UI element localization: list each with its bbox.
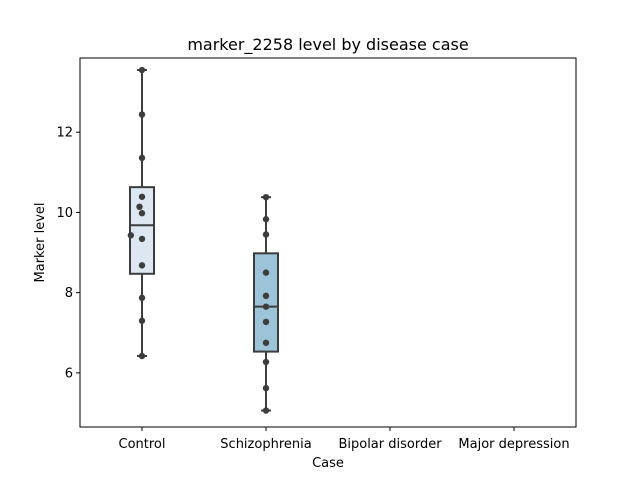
- x-tick-label: Schizophrenia: [220, 437, 311, 452]
- data-point: [138, 294, 146, 302]
- data-point: [262, 216, 270, 223]
- y-axis-label: Marker level: [33, 203, 48, 283]
- data-point: [138, 262, 146, 269]
- y-tick-label: 8: [65, 286, 73, 301]
- data-point: [138, 154, 146, 162]
- data-point: [262, 231, 270, 238]
- data-point: [127, 232, 135, 239]
- data-point: [262, 318, 270, 326]
- data-point: [138, 317, 146, 324]
- box-iqr: [129, 186, 155, 275]
- plot-frame: [79, 57, 577, 428]
- data-point: [262, 269, 270, 276]
- data-point: [262, 339, 270, 346]
- plot-area: [127, 66, 279, 414]
- data-point: [262, 292, 270, 300]
- y-tick-label: 12: [56, 126, 73, 141]
- data-point: [262, 384, 270, 392]
- data-point: [138, 111, 146, 118]
- data-point: [262, 407, 270, 414]
- box-iqr: [253, 252, 279, 353]
- data-point: [262, 358, 270, 366]
- data-point: [262, 303, 270, 310]
- data-point: [138, 66, 146, 74]
- data-point: [262, 193, 270, 201]
- data-point: [138, 352, 146, 360]
- y-tick-label: 10: [56, 206, 73, 221]
- x-tick-label: Bipolar disorder: [338, 437, 442, 452]
- x-axis-label: Case: [312, 456, 344, 471]
- data-point: [138, 210, 146, 217]
- chart-title: marker_2258 level by disease case: [187, 35, 468, 55]
- y-tick-label: 6: [65, 366, 73, 381]
- data-point: [138, 235, 146, 243]
- data-point: [138, 193, 146, 200]
- data-point: [136, 203, 143, 211]
- x-tick-label: Major depression: [458, 437, 569, 452]
- x-tick-label: Control: [119, 437, 166, 452]
